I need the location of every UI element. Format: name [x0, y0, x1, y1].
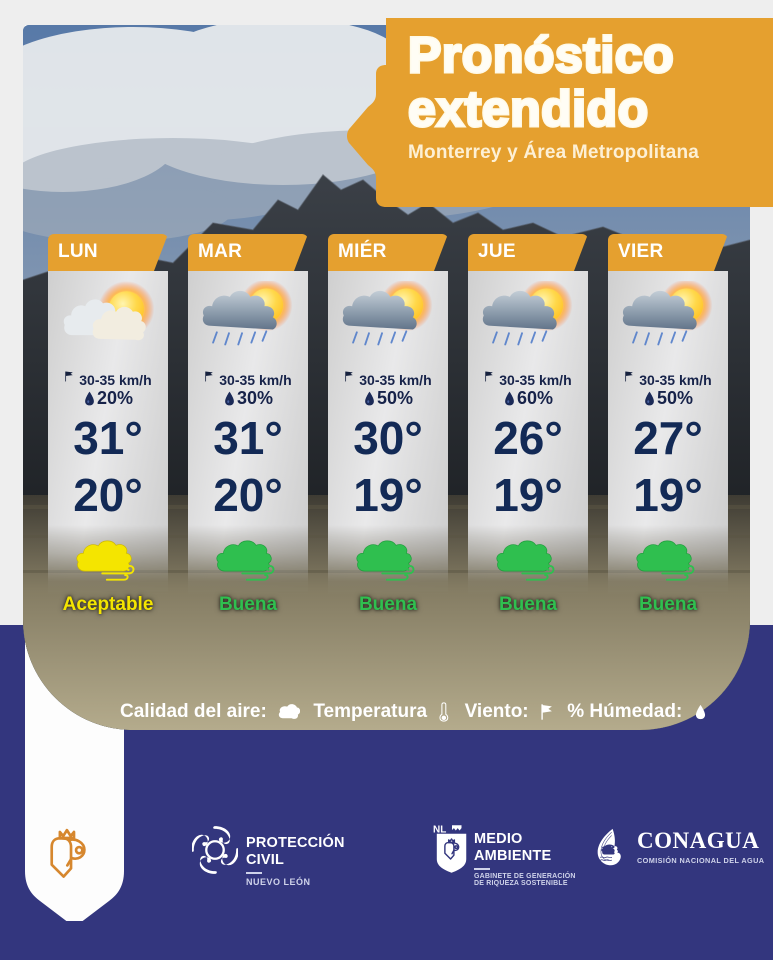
svg-text:NL: NL	[433, 824, 446, 835]
